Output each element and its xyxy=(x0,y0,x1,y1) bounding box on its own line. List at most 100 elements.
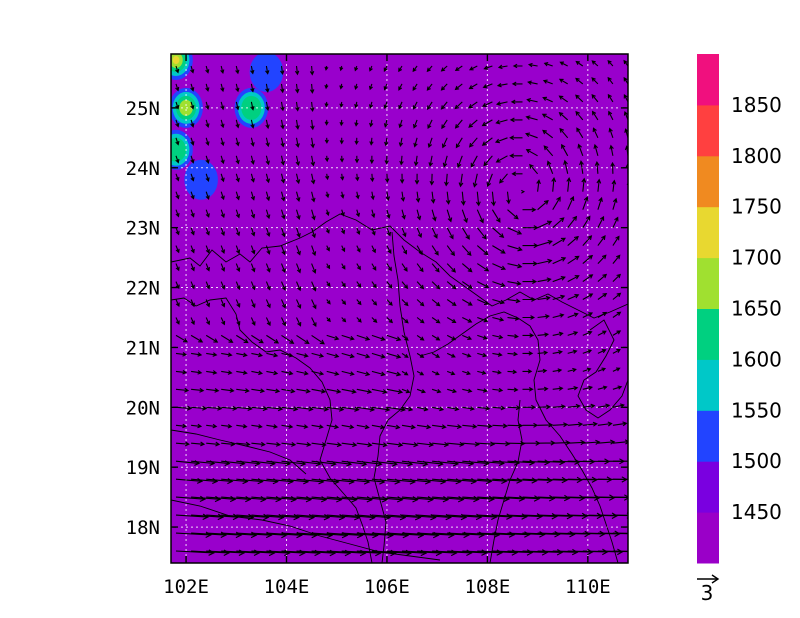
wind-vector xyxy=(356,281,362,288)
wind-vector xyxy=(250,209,256,219)
wind-vector xyxy=(552,237,566,247)
wind-vector xyxy=(477,352,488,358)
wind-vector xyxy=(454,83,463,91)
contour-blob xyxy=(184,159,218,200)
wind-vector xyxy=(567,275,580,283)
wind-vector xyxy=(612,550,628,552)
wind-vector xyxy=(220,281,226,290)
wind-vector xyxy=(481,119,493,127)
colorbar-label: 1750 xyxy=(731,195,782,219)
wind-vector xyxy=(477,495,511,502)
wind-vector xyxy=(567,294,580,301)
wind-vector xyxy=(446,245,455,257)
wind-vector xyxy=(205,101,210,110)
wind-vector xyxy=(612,292,622,300)
vector-reference-key: 3 xyxy=(697,574,720,605)
wind-vector xyxy=(371,245,376,254)
wind-vector xyxy=(432,441,450,448)
wind-vector xyxy=(507,477,538,484)
wind-vector xyxy=(441,119,448,130)
wind-vector xyxy=(175,155,180,164)
wind-vector xyxy=(356,299,362,306)
wind-vector xyxy=(251,352,264,358)
wind-vector xyxy=(497,64,508,70)
wind-vector xyxy=(477,423,493,429)
wind-vector xyxy=(492,495,526,502)
wind-vector xyxy=(575,110,584,121)
wind-vector xyxy=(250,155,255,165)
wind-vector xyxy=(445,191,451,205)
wind-vector xyxy=(280,299,286,309)
wind-vector xyxy=(507,351,519,357)
wind-vector xyxy=(416,245,423,256)
wind-vector xyxy=(537,476,568,484)
map-frame xyxy=(170,53,629,564)
wind-vector xyxy=(582,367,592,372)
wind-vector xyxy=(220,317,226,326)
wind-vector xyxy=(191,405,208,411)
wind-vector xyxy=(281,406,299,412)
lon-tick-label: 102E xyxy=(163,576,209,598)
wind-vector xyxy=(190,137,195,146)
wind-vector xyxy=(462,334,473,341)
wind-vector xyxy=(561,143,569,157)
wind-vector xyxy=(507,423,524,429)
wind-vector xyxy=(477,298,489,306)
wind-vector xyxy=(567,367,577,373)
wind-vector xyxy=(386,281,393,289)
wind-vector xyxy=(537,386,549,392)
wind-vector xyxy=(522,369,533,374)
wind-vector xyxy=(251,424,263,429)
wind-vector xyxy=(191,495,222,503)
wind-vector xyxy=(311,263,317,274)
wind-vector xyxy=(507,209,519,220)
wind-vector xyxy=(522,297,537,302)
wind-vector xyxy=(175,441,190,447)
wind-vector xyxy=(371,299,378,306)
wind-vector xyxy=(401,317,409,324)
wind-vector xyxy=(494,137,508,144)
wind-vector xyxy=(296,406,314,412)
wind-vector xyxy=(295,245,301,256)
wind-vector xyxy=(536,179,541,192)
lat-tick-label: 19N xyxy=(126,457,160,479)
wind-vector xyxy=(368,65,373,72)
wind-vector xyxy=(221,495,252,503)
wind-vector xyxy=(609,144,614,156)
wind-vector xyxy=(384,155,389,165)
wind-vector xyxy=(582,293,594,300)
wind-vector xyxy=(477,477,508,484)
wind-vector xyxy=(354,101,359,109)
wind-vector xyxy=(612,349,621,354)
wind-vector xyxy=(175,173,180,182)
wind-vector xyxy=(552,331,564,337)
wind-vector xyxy=(250,137,255,147)
wind-vector xyxy=(612,421,628,427)
wind-vector xyxy=(431,352,441,358)
wind-vector xyxy=(356,352,371,359)
wind-vector xyxy=(295,209,301,220)
wind-vector xyxy=(597,421,613,427)
wind-vector xyxy=(280,227,286,238)
wind-vector xyxy=(607,93,614,103)
wind-vector xyxy=(205,281,210,290)
wind-vector xyxy=(295,83,300,94)
wind-vector xyxy=(481,137,493,146)
wind-vector xyxy=(611,179,617,192)
wind-vector xyxy=(281,441,297,447)
wind-vector xyxy=(371,352,386,359)
wind-vector xyxy=(369,119,374,128)
wind-vector xyxy=(566,176,572,192)
colorbar-label: 1650 xyxy=(731,297,782,321)
wind-vector xyxy=(431,406,445,412)
wind-vector xyxy=(250,65,255,75)
wind-vector xyxy=(341,281,346,288)
wind-vector xyxy=(296,299,302,309)
wind-vector xyxy=(385,191,391,202)
wind-vector xyxy=(552,257,567,265)
wind-vector xyxy=(612,311,622,318)
wind-vector xyxy=(537,314,550,319)
wind-vector xyxy=(221,352,233,357)
wind-vector xyxy=(386,317,394,324)
wind-vector xyxy=(296,513,331,521)
